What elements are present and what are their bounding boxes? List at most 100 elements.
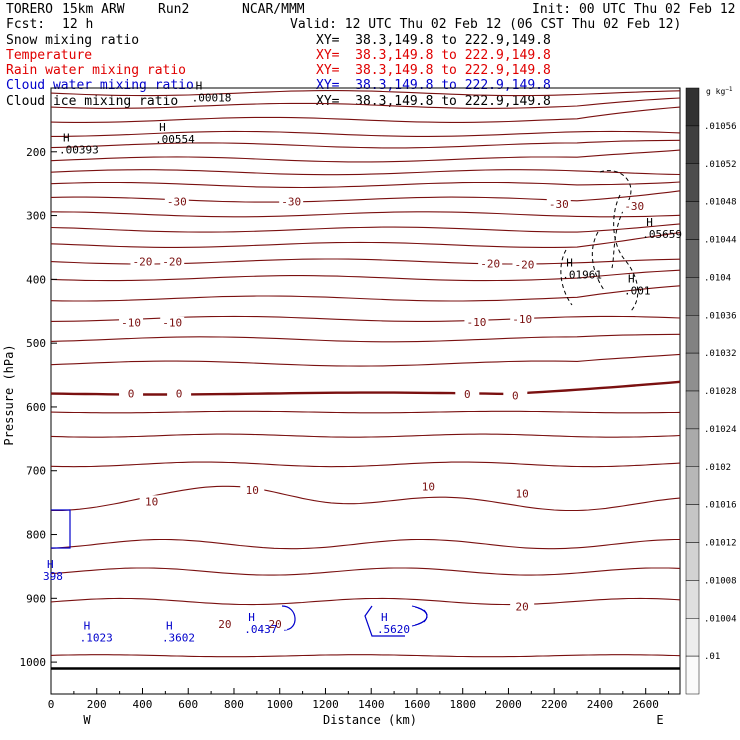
maximum-value: .05659 (642, 228, 682, 241)
colorbar-swatch (685, 163, 700, 202)
isotherm-line (50, 567, 681, 576)
temperature-label-bg (279, 195, 304, 208)
temperature-label: 20 (218, 618, 231, 631)
colorbar-swatch (685, 352, 700, 392)
x-tick-label: 1800 (449, 698, 476, 711)
y-tick-label: 900 (26, 592, 46, 605)
temperature-label: -10 (162, 317, 182, 330)
maximum-marker: H (196, 80, 203, 93)
temperature-label-bg (546, 198, 571, 211)
x-tick-label: 2600 (632, 698, 659, 711)
maximum-value: .0437 (244, 623, 277, 636)
colorbar-swatch (685, 618, 700, 657)
maximum-marker: H (63, 131, 70, 144)
temperature-label: 0 (512, 389, 519, 402)
isotherm-line (50, 90, 681, 97)
maximum-value: .00018 (192, 92, 232, 105)
temperature-label: -30 (624, 200, 644, 213)
x-tick-label: 2200 (541, 698, 568, 711)
isotherm-line (50, 433, 681, 438)
x-axis-label: Distance (km) (323, 713, 417, 727)
field-temperature-name: Temperature (6, 48, 93, 63)
temperature-label-bg (622, 200, 647, 213)
temperature-label: 0 (176, 388, 183, 401)
y-tick-label: 500 (26, 337, 46, 350)
cloud-water-contour (423, 609, 428, 623)
x-tick-label: 1600 (404, 698, 431, 711)
colorbar-tick-label: .01016 (704, 501, 737, 511)
colorbar-tick-label: .01052 (704, 160, 737, 170)
temperature-label-bg (167, 387, 192, 400)
cloud-water-contour (420, 608, 428, 624)
maximum-value: .00393 (59, 143, 99, 156)
colorbar-swatch (685, 315, 700, 354)
colorbar-swatch (685, 655, 700, 695)
colorbar-tick-label: .01028 (704, 387, 737, 397)
colorbar-swatch (685, 504, 700, 543)
field-cloudwater-xy: XY= 38.3,149.8 to 222.9,149.8 (316, 78, 551, 93)
isotherm-line (50, 106, 681, 123)
temperature-label-bg (164, 195, 189, 208)
colorbar-swatch (685, 466, 700, 505)
temperature-label-bg (512, 258, 537, 271)
temperature-label-bg (160, 255, 185, 268)
x-axis-west-label: W (83, 713, 91, 727)
isotherm-line (50, 353, 681, 367)
colorbar-swatch (685, 580, 700, 619)
colorbar-tick-label: .01036 (704, 311, 737, 321)
temperature-label-bg (160, 316, 185, 329)
temperature-label: -10 (121, 317, 141, 330)
colorbar: .01056 .01052 .01048 .01044 .0104 .01036 .0103… (685, 87, 737, 695)
temperature-label: -30 (549, 198, 569, 211)
colorbar-swatch (685, 87, 700, 127)
x-tick-label: 600 (178, 698, 198, 711)
x-tick-label: 1000 (266, 698, 293, 711)
colorbar-swatch (685, 277, 700, 316)
colorbar-tick-label: .01048 (704, 198, 737, 208)
y-axis-label: Pressure (hPa) (2, 344, 16, 445)
y-tick-label: 700 (26, 465, 46, 478)
temperature-label-bg (139, 495, 164, 508)
isotherm-line (50, 211, 681, 218)
zero-isotherm-line (50, 380, 681, 396)
maximum-marker: H (628, 272, 635, 285)
isotherm-line (50, 181, 681, 189)
temperature-label-bg (119, 387, 144, 400)
colorbar-tick-label: .01004 (704, 614, 737, 624)
temperature-label: 20 (269, 618, 282, 631)
org-label: NCAR/MMM (242, 2, 305, 17)
maximum-value: .001 (624, 284, 651, 297)
maximum-marker: H (566, 256, 573, 269)
colorbar-unit: g kg−1 (706, 86, 733, 96)
isotherm-line (50, 269, 681, 282)
temperature-label: -20 (133, 256, 153, 269)
colorbar-swatch (685, 201, 700, 240)
maximum-value: 398 (43, 570, 63, 583)
model-name: TORERO (6, 2, 53, 17)
colorbar-swatch (685, 125, 700, 164)
maximum-value: .00554 (155, 133, 195, 146)
isotherm-line (50, 654, 681, 658)
temperature-label: 10 (516, 488, 529, 501)
run-label: Run2 (158, 2, 190, 17)
temperature-label-bg (416, 480, 441, 493)
temperature-label: 10 (145, 495, 158, 508)
temperature-label: 20 (516, 601, 529, 614)
contour-lines (50, 90, 681, 670)
x-tick-label: 2400 (587, 698, 614, 711)
isotherm-line (50, 169, 681, 176)
field-cloudwater-name: Cloud water mixing ratio (6, 78, 194, 93)
y-tick-label: 600 (26, 401, 46, 414)
temperature-label-bg (240, 483, 265, 496)
temperature-label: -20 (515, 259, 535, 272)
field-rain-xy: XY= 38.3,149.8 to 222.9,149.8 (316, 63, 551, 78)
temperature-label: -20 (162, 256, 182, 269)
isotherm-line (51, 130, 681, 137)
x-tick-label: 200 (87, 698, 107, 711)
isotherm-line (50, 461, 681, 468)
cloud-water-contour (364, 605, 405, 637)
fcst-label: Fcst: (6, 17, 46, 32)
field-cloudice-name: Cloud ice mixing ratio (6, 94, 179, 109)
temperature-label-bg (464, 316, 489, 329)
